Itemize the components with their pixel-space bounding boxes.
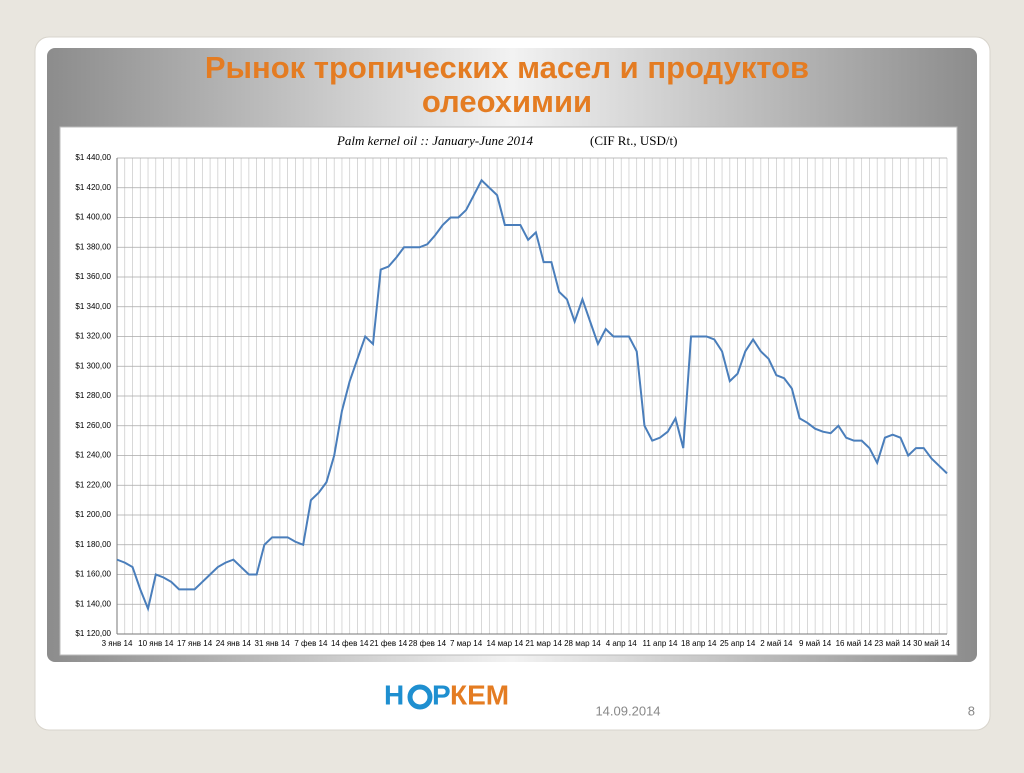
x-tick-label: 24 янв 14 — [216, 639, 252, 648]
y-tick-label: $1 340,00 — [75, 302, 111, 311]
y-tick-label: $1 180,00 — [75, 540, 111, 549]
x-tick-label: 25 апр 14 — [720, 639, 756, 648]
x-tick-label: 14 мар 14 — [487, 639, 524, 648]
y-tick-label: $1 140,00 — [75, 599, 111, 608]
x-tick-label: 23 май 14 — [874, 639, 911, 648]
y-tick-label: $1 420,00 — [75, 183, 111, 192]
slide-date: 14.09.2014 — [595, 703, 660, 718]
y-tick-label: $1 280,00 — [75, 391, 111, 400]
y-tick-label: $1 440,00 — [75, 153, 111, 162]
logo-text: Н — [384, 679, 404, 710]
logo-text: КЕМ — [450, 679, 509, 710]
plot: $1 120,00 $1 140,00 $1 160,00 $1 180,00 $1 2… — [75, 153, 950, 648]
x-tick-label: 28 мар 14 — [564, 639, 601, 648]
logo: Н Р КЕМ — [384, 679, 509, 710]
x-tick-label: 21 фев 14 — [370, 639, 408, 648]
y-tick-label: $1 260,00 — [75, 421, 111, 430]
x-tick-label: 7 мар 14 — [450, 639, 483, 648]
x-tick-label: 11 апр 14 — [643, 639, 678, 648]
x-tick-label: 21 мар 14 — [525, 639, 562, 648]
y-tick-label: $1 200,00 — [75, 510, 111, 519]
y-tick-label: $1 160,00 — [75, 570, 111, 579]
y-tick-label: $1 320,00 — [75, 332, 111, 341]
x-tick-label: 28 фев 14 — [409, 639, 447, 648]
logo-text: Р — [432, 679, 451, 710]
x-tick-label: 31 янв 14 — [255, 639, 291, 648]
y-tick-label: $1 400,00 — [75, 213, 111, 222]
x-tick-label: 10 янв 14 — [138, 639, 174, 648]
slide-number: 8 — [968, 703, 975, 718]
y-tick-label: $1 240,00 — [75, 451, 111, 460]
logo-icon — [407, 684, 433, 710]
y-tick-label: $1 380,00 — [75, 242, 111, 251]
data-line — [116, 178, 948, 613]
y-tick-label: $1 120,00 — [75, 629, 111, 638]
x-tick-label: 3 янв 14 — [102, 639, 133, 648]
slide-title: олеохимии — [422, 84, 592, 119]
chart-title: Palm kernel oil :: January-June 2014 — [336, 133, 534, 148]
y-tick-label: $1 300,00 — [75, 361, 111, 370]
x-tick-label: 7 фев 14 — [294, 639, 328, 648]
x-tick-label: 18 апр 14 — [681, 639, 717, 648]
slide-title: Рынок тропических масел и продуктов — [205, 50, 809, 85]
x-tick-label: 17 янв 14 — [177, 639, 213, 648]
x-tick-label: 9 май 14 — [799, 639, 832, 648]
x-tick-label: 30 май 14 — [913, 639, 950, 648]
chart-subtitle: (CIF Rt., USD/t) — [590, 133, 677, 148]
x-tick-label: 16 май 14 — [836, 639, 873, 648]
x-tick-label: 14 фев 14 — [331, 639, 369, 648]
x-tick-label: 2 май 14 — [760, 639, 793, 648]
y-tick-label: $1 220,00 — [75, 480, 111, 489]
y-tick-label: $1 360,00 — [75, 272, 111, 281]
x-tick-label: 4 апр 14 — [606, 639, 638, 648]
